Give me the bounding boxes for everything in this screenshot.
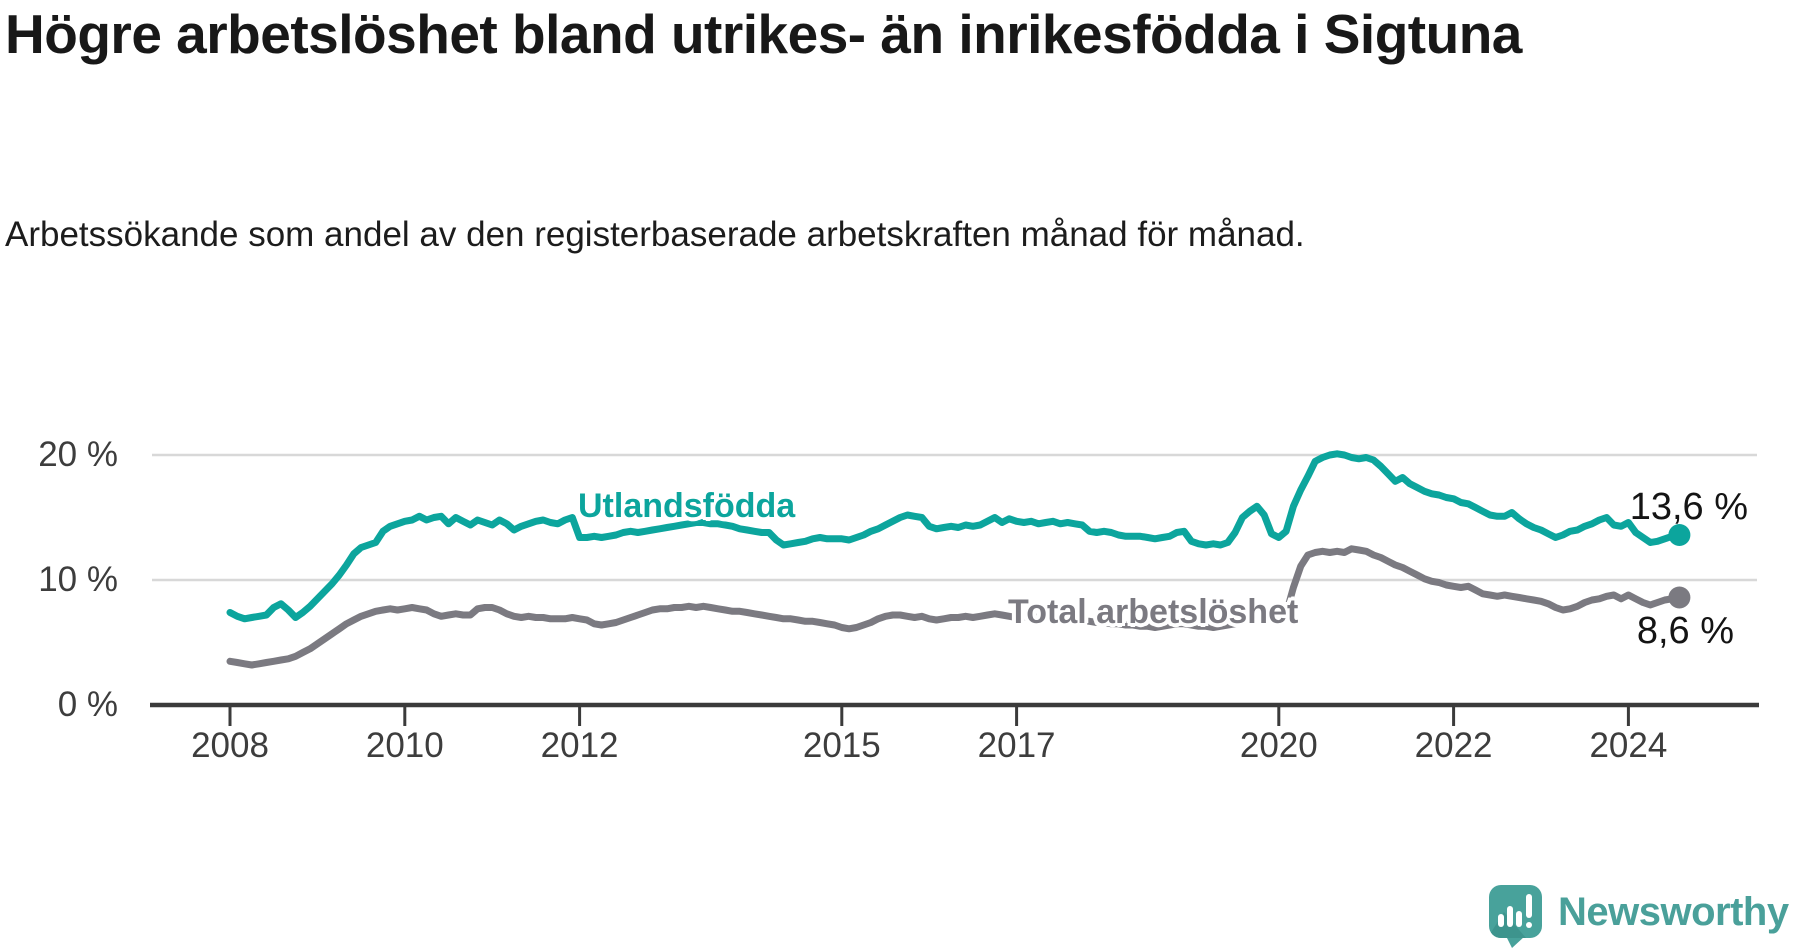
data-line: [226, 450, 1683, 623]
end-dot: [1668, 524, 1691, 546]
y-axis-label-20: 20 %: [38, 435, 118, 474]
logo-bar-chart-glyph: [1498, 894, 1532, 928]
x-tick-label-2015: 2015: [802, 726, 881, 765]
end-dot: [1668, 586, 1691, 609]
y-axis-label-0: 0 %: [57, 685, 118, 724]
end-value-label-utlandsfodda: 13,6 %: [1629, 486, 1748, 528]
x-tick-label-2017: 2017: [977, 726, 1056, 765]
x-tick-label-2020: 2020: [1239, 726, 1318, 765]
x-tick-label-2022: 2022: [1414, 726, 1493, 765]
chart-subtitle: Arbetssökande som andel av den registerb…: [5, 215, 1305, 254]
x-tick-label-2024: 2024: [1589, 726, 1668, 765]
data-line: [226, 545, 1683, 669]
x-tick-label-2008: 2008: [191, 726, 269, 765]
series-label-utlandsfodda: Utlandsfödda: [578, 487, 796, 525]
newsworthy-logo-icon: [1489, 885, 1542, 948]
newsworthy-wordmark: Newsworthy: [1558, 890, 1789, 934]
end-value-label-total: 8,6 %: [1636, 610, 1734, 652]
series-label-total-arbetsloshet: Total arbetslöshet: [1008, 593, 1299, 631]
x-tick-label-2010: 2010: [365, 726, 444, 765]
x-tick-label-2012: 2012: [540, 726, 619, 765]
newsworthy-logo: Newsworthy: [1488, 884, 1789, 948]
y-axis-label-10: 10 %: [38, 560, 118, 599]
chart-title: Högre arbetslöshet bland utrikes- än inr…: [5, 3, 1522, 65]
